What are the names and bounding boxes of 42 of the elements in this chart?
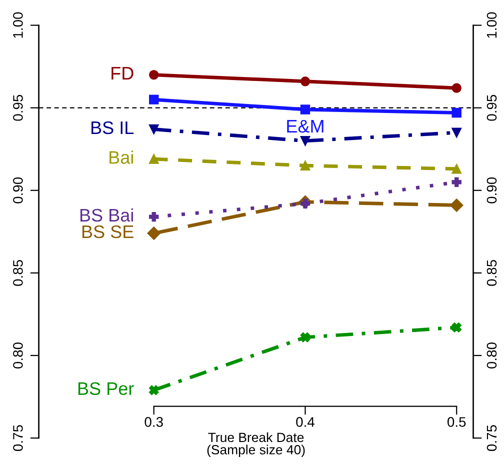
series-label: E&M xyxy=(287,120,324,133)
y2-tick-label: 0.90 xyxy=(486,177,497,204)
point xyxy=(300,136,310,146)
series-label: Bai xyxy=(110,150,133,164)
y-tick-label: 0.90 xyxy=(13,177,23,204)
point xyxy=(300,160,310,170)
point xyxy=(452,322,462,332)
series-label: FD xyxy=(112,67,134,80)
point xyxy=(148,154,159,164)
y2-tick-label: 0.85 xyxy=(486,260,497,286)
y2-tick-label: 0.95 xyxy=(486,94,497,121)
y-tick-label: 0.75 xyxy=(13,425,23,452)
x-axis-title: True Break Date (Sample size 40) xyxy=(207,432,305,458)
y2-tick-label: 0.75 xyxy=(486,425,497,452)
y2-tick-label: 1.00 xyxy=(486,12,497,38)
point xyxy=(452,83,462,93)
y-tick-label: 0.95 xyxy=(13,94,23,121)
point xyxy=(450,198,464,212)
point xyxy=(147,226,160,240)
x-tick-label: 0.3 xyxy=(144,417,163,427)
point xyxy=(452,128,462,138)
point xyxy=(148,94,159,104)
point xyxy=(148,385,159,396)
point xyxy=(452,108,462,118)
x-tick-label: 0.4 xyxy=(296,417,314,427)
point xyxy=(148,124,159,134)
y-tick-label: 1.00 xyxy=(13,12,23,38)
series-label: BS Bai xyxy=(80,208,133,222)
point xyxy=(148,212,159,222)
series-label: BS IL xyxy=(91,121,134,134)
point xyxy=(300,104,310,114)
point xyxy=(452,177,462,187)
point xyxy=(452,164,462,174)
series-label: BS Per xyxy=(78,382,134,396)
y-tick-label: 0.85 xyxy=(13,260,23,286)
y2-tick-label: 0.80 xyxy=(486,342,497,368)
x-tick-label: 0.5 xyxy=(447,417,466,427)
point xyxy=(300,76,310,86)
y-tick-label: 0.80 xyxy=(13,342,23,368)
point xyxy=(300,332,310,342)
point xyxy=(148,70,159,80)
series-label: BS SE xyxy=(82,225,134,238)
